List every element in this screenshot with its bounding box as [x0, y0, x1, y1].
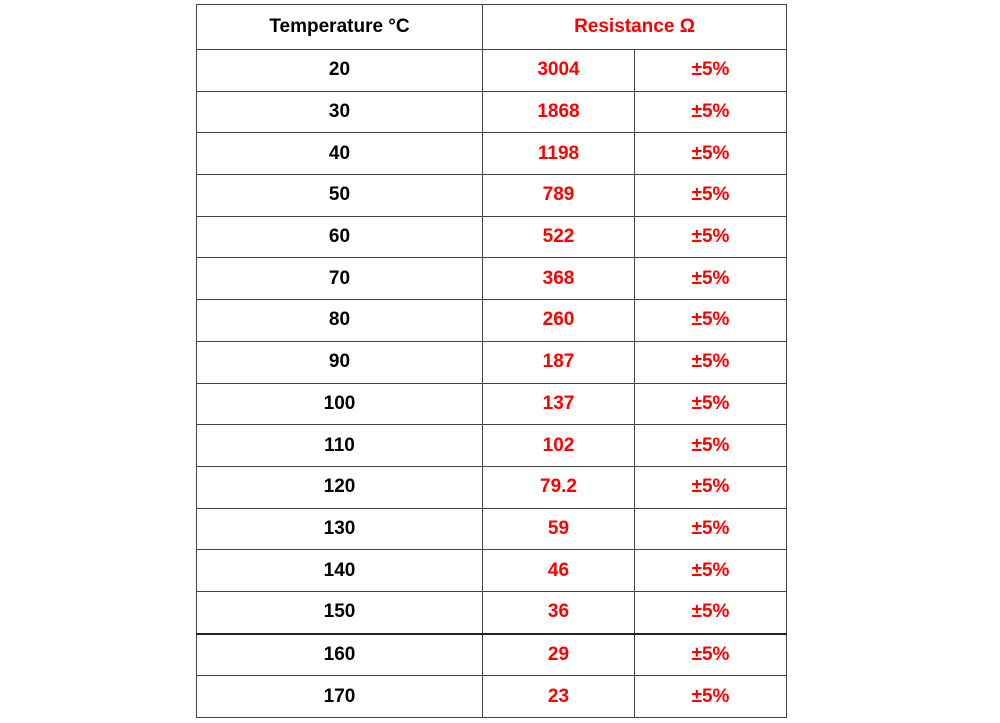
table-row: 40 1198 ±5% [196, 132, 788, 176]
header-resistance: Resistance Ω [481, 4, 788, 50]
resistance-cell: 23 [482, 675, 635, 718]
temperature-cell: 30 [196, 90, 483, 134]
resistance-cell: 187 [482, 340, 635, 384]
temperature-cell: 150 [196, 590, 483, 635]
temperature-cell: 100 [196, 382, 483, 426]
table-row: 50 789 ±5% [196, 174, 788, 217]
table-row: 70 368 ±5% [196, 257, 788, 301]
table-row: 60 522 ±5% [196, 215, 788, 259]
table-body: 20 3004 ±5% 30 1868 ±5% 40 1198 ±5% 50 789 ±5% 60 522… [196, 49, 788, 718]
header-row: Temperature °C Resistance Ω [196, 4, 788, 50]
table-row: 80 260 ±5% [196, 299, 788, 342]
table-row: 20 3004 ±5% [196, 49, 788, 92]
tolerance-cell: ±5% [633, 633, 788, 677]
resistance-cell: 79.2 [482, 465, 635, 509]
table-row: 30 1868 ±5% [196, 90, 788, 134]
temperature-cell: 70 [196, 257, 483, 301]
resistance-cell: 260 [482, 299, 635, 342]
tolerance-cell: ±5% [633, 174, 788, 217]
tolerance-cell: ±5% [633, 215, 788, 259]
tolerance-cell: ±5% [633, 257, 788, 301]
table-row: 100 137 ±5% [196, 382, 788, 426]
resistance-cell: 789 [482, 174, 635, 217]
resistance-cell: 137 [482, 382, 635, 426]
resistance-cell: 46 [482, 549, 635, 592]
tolerance-cell: ±5% [633, 507, 788, 551]
tolerance-cell: ±5% [633, 299, 788, 342]
temperature-cell: 20 [196, 49, 483, 92]
resistance-cell: 102 [482, 424, 635, 467]
tolerance-cell: ±5% [633, 590, 788, 635]
resistance-cell: 522 [482, 215, 635, 259]
table-row: 170 23 ±5% [196, 675, 788, 718]
temperature-cell: 120 [196, 465, 483, 509]
temperature-cell: 50 [196, 174, 483, 217]
resistance-cell: 1198 [482, 132, 635, 176]
resistance-cell: 59 [482, 507, 635, 551]
table-row: 140 46 ±5% [196, 549, 788, 592]
temperature-cell: 60 [196, 215, 483, 259]
tolerance-cell: ±5% [633, 465, 788, 509]
tolerance-cell: ±5% [633, 382, 788, 426]
table-row: 130 59 ±5% [196, 507, 788, 551]
tolerance-cell: ±5% [633, 340, 788, 384]
header-temperature: Temperature °C [196, 4, 483, 50]
table-row: 160 29 ±5% [196, 633, 788, 677]
table-row: 90 187 ±5% [196, 340, 788, 384]
table-row: 110 102 ±5% [196, 424, 788, 467]
temperature-cell: 90 [196, 340, 483, 384]
resistance-table: Temperature °C Resistance Ω 20 3004 ±5% 30 1… [196, 4, 788, 718]
tolerance-cell: ±5% [633, 675, 788, 718]
temperature-cell: 130 [196, 507, 483, 551]
temperature-cell: 110 [196, 424, 483, 467]
tolerance-cell: ±5% [633, 90, 788, 134]
resistance-cell: 36 [482, 590, 635, 635]
resistance-cell: 368 [482, 257, 635, 301]
resistance-cell: 1868 [482, 90, 635, 134]
resistance-cell: 29 [482, 633, 635, 677]
tolerance-cell: ±5% [633, 132, 788, 176]
table-row: 150 36 ±5% [196, 590, 788, 635]
resistance-cell: 3004 [482, 49, 635, 92]
tolerance-cell: ±5% [633, 549, 788, 592]
temperature-cell: 170 [196, 675, 483, 718]
tolerance-cell: ±5% [633, 424, 788, 467]
tolerance-cell: ±5% [633, 49, 788, 92]
temperature-cell: 40 [196, 132, 483, 176]
table-row: 120 79.2 ±5% [196, 465, 788, 509]
temperature-cell: 80 [196, 299, 483, 342]
temperature-cell: 160 [196, 633, 483, 677]
temperature-cell: 140 [196, 549, 483, 592]
